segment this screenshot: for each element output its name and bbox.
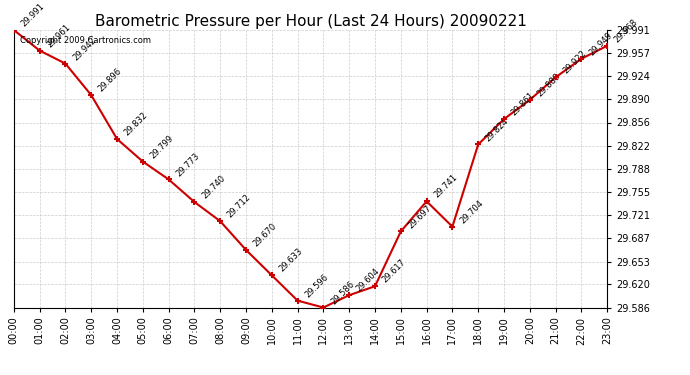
Text: 29.889: 29.889 [535,72,562,99]
Text: 29.799: 29.799 [148,133,175,160]
Text: 29.633: 29.633 [277,247,304,274]
Text: 29.922: 29.922 [561,49,588,76]
Text: 29.773: 29.773 [174,151,201,178]
Text: 29.741: 29.741 [432,173,459,200]
Text: 29.604: 29.604 [355,267,382,294]
Text: 29.896: 29.896 [97,67,124,94]
Text: 29.704: 29.704 [458,198,485,225]
Title: Barometric Pressure per Hour (Last 24 Hours) 20090221: Barometric Pressure per Hour (Last 24 Ho… [95,14,526,29]
Text: 29.949: 29.949 [587,31,613,57]
Text: 29.861: 29.861 [509,91,537,118]
Text: 29.586: 29.586 [329,279,356,306]
Text: 29.968: 29.968 [613,17,640,44]
Text: 29.832: 29.832 [123,111,150,138]
Text: 29.617: 29.617 [381,258,408,285]
Text: 29.824: 29.824 [484,116,511,143]
Text: 29.596: 29.596 [303,272,330,299]
Text: 29.697: 29.697 [406,203,433,230]
Text: 29.712: 29.712 [226,193,253,220]
Text: 29.991: 29.991 [19,2,46,28]
Text: 29.670: 29.670 [252,222,279,249]
Text: 29.740: 29.740 [200,174,227,201]
Text: 29.961: 29.961 [45,22,72,49]
Text: 29.942: 29.942 [71,35,98,62]
Text: Copyright 2009 Cartronics.com: Copyright 2009 Cartronics.com [20,36,150,45]
